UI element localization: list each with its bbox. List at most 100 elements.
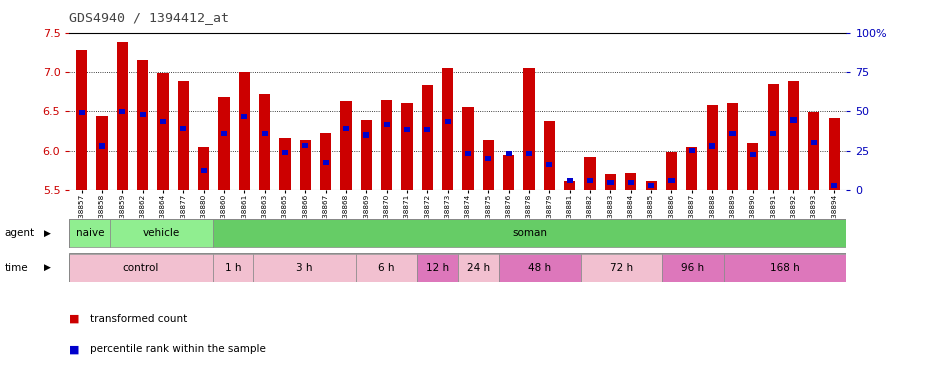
FancyBboxPatch shape — [662, 254, 723, 282]
Bar — [524, 68, 535, 190]
Bar — [218, 97, 229, 190]
Bar — [567, 178, 573, 183]
Bar — [564, 180, 575, 190]
Bar — [648, 183, 654, 188]
Text: naive: naive — [76, 228, 105, 238]
Bar — [442, 68, 453, 190]
Bar — [808, 112, 820, 190]
Text: GDS4940 / 1394412_at: GDS4940 / 1394412_at — [69, 12, 229, 25]
Bar — [628, 180, 634, 185]
Bar — [727, 103, 738, 190]
FancyBboxPatch shape — [253, 254, 355, 282]
Text: vehicle: vehicle — [142, 228, 180, 238]
Bar — [730, 131, 735, 136]
Bar — [282, 150, 288, 155]
Bar — [831, 183, 837, 188]
Text: 72 h: 72 h — [610, 263, 633, 273]
Bar — [323, 160, 328, 165]
Bar — [404, 127, 410, 132]
Bar — [262, 131, 267, 136]
Text: 12 h: 12 h — [426, 263, 449, 273]
Bar — [201, 168, 206, 173]
Bar — [361, 120, 372, 190]
Bar — [605, 174, 616, 190]
Bar — [157, 73, 168, 190]
Bar — [241, 114, 247, 119]
Text: 168 h: 168 h — [771, 263, 800, 273]
Bar — [771, 131, 776, 136]
Text: 24 h: 24 h — [467, 263, 490, 273]
Bar — [425, 127, 430, 132]
Bar — [180, 126, 186, 131]
Bar — [279, 138, 290, 190]
Bar — [608, 180, 613, 185]
Bar — [302, 142, 308, 148]
Text: agent: agent — [5, 228, 35, 238]
Bar — [585, 157, 596, 190]
Bar — [669, 178, 674, 183]
Bar — [810, 139, 817, 145]
Text: ■: ■ — [69, 344, 80, 354]
FancyBboxPatch shape — [110, 220, 213, 247]
Bar — [198, 147, 209, 190]
Bar — [625, 173, 636, 190]
Text: control: control — [123, 263, 159, 273]
Bar — [587, 178, 593, 183]
Bar — [465, 151, 471, 156]
Bar — [544, 121, 555, 190]
Bar — [259, 94, 270, 190]
Bar — [137, 60, 148, 190]
Bar — [119, 109, 125, 114]
Bar — [686, 147, 697, 190]
Bar — [709, 144, 715, 149]
Bar — [239, 72, 250, 190]
FancyBboxPatch shape — [417, 254, 458, 282]
Bar — [666, 152, 677, 190]
Bar — [422, 85, 433, 190]
Bar — [788, 81, 799, 190]
Text: transformed count: transformed count — [90, 314, 187, 324]
Bar — [343, 126, 349, 131]
Bar — [221, 131, 227, 136]
Bar — [96, 116, 107, 190]
FancyBboxPatch shape — [723, 254, 846, 282]
Bar — [506, 151, 512, 156]
Text: 96 h: 96 h — [682, 263, 705, 273]
Bar — [526, 151, 532, 156]
Bar — [140, 112, 145, 117]
Text: soman: soman — [512, 228, 547, 238]
Bar — [76, 50, 87, 190]
Bar — [462, 107, 474, 190]
Text: ▶: ▶ — [44, 229, 51, 238]
Bar — [750, 152, 756, 157]
Text: ■: ■ — [69, 314, 80, 324]
Text: 6 h: 6 h — [378, 263, 395, 273]
FancyBboxPatch shape — [213, 254, 253, 282]
Bar — [768, 84, 779, 190]
Bar — [99, 144, 105, 149]
Bar — [791, 118, 796, 122]
FancyBboxPatch shape — [499, 254, 581, 282]
Bar — [381, 100, 392, 190]
FancyBboxPatch shape — [355, 254, 417, 282]
Bar — [117, 42, 128, 190]
Bar — [320, 132, 331, 190]
FancyBboxPatch shape — [69, 220, 110, 247]
Bar — [340, 101, 352, 190]
Text: time: time — [5, 263, 29, 273]
Bar — [483, 140, 494, 190]
Bar — [503, 155, 514, 190]
Text: 3 h: 3 h — [296, 263, 313, 273]
Bar — [384, 122, 389, 127]
Bar — [300, 140, 311, 190]
Bar — [707, 105, 718, 190]
Text: ▶: ▶ — [44, 263, 51, 272]
Bar — [547, 162, 552, 167]
Bar — [79, 110, 85, 116]
Bar — [445, 119, 450, 124]
Text: 1 h: 1 h — [225, 263, 241, 273]
Text: percentile rank within the sample: percentile rank within the sample — [90, 344, 265, 354]
Bar — [401, 104, 413, 190]
Bar — [178, 81, 189, 190]
Bar — [160, 119, 166, 124]
